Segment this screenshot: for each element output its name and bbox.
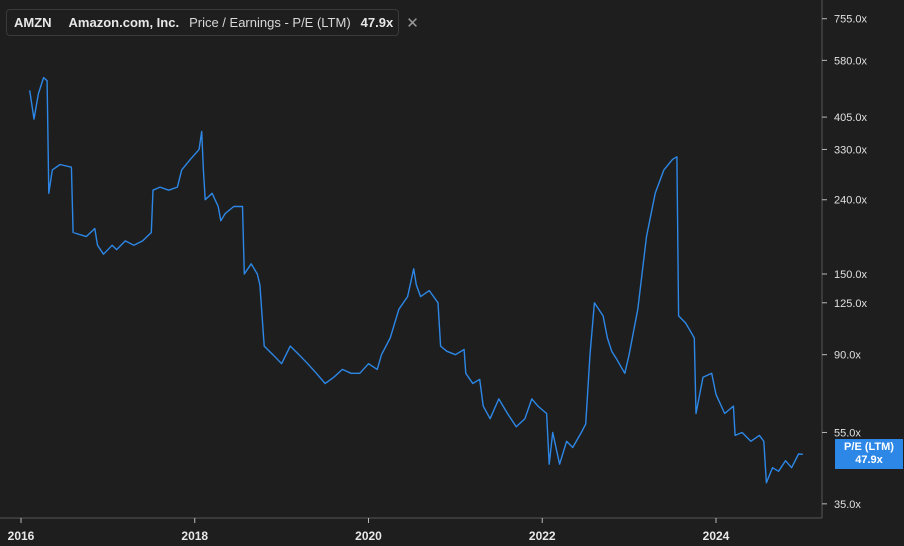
current-value-badge: P/E (LTM) 47.9x xyxy=(835,439,903,470)
badge-value: 47.9x xyxy=(855,454,883,467)
y-tick-label: 330.0x xyxy=(834,144,868,156)
x-tick-label: 2022 xyxy=(529,529,556,543)
y-tick-label: 150.0x xyxy=(834,269,868,281)
legend-company: Amazon.com, Inc. xyxy=(68,15,180,30)
legend-metric: Price / Earnings - P/E (LTM) xyxy=(189,15,351,30)
x-tick-label: 2020 xyxy=(355,529,382,543)
y-tick-label: 125.0x xyxy=(834,298,868,310)
y-tick-label: 35.0x xyxy=(834,499,861,511)
y-tick-label: 55.0x xyxy=(834,427,861,439)
legend-ticker: AMZN xyxy=(14,15,52,30)
y-tick-label: 580.0x xyxy=(834,55,868,67)
x-tick-label: 2024 xyxy=(703,529,730,543)
close-icon[interactable]: ✕ xyxy=(406,14,419,32)
y-tick-label: 240.0x xyxy=(834,195,868,207)
x-tick-label: 2018 xyxy=(181,529,208,543)
badge-label: P/E (LTM) xyxy=(844,441,894,454)
legend-value: 47.9x xyxy=(360,15,394,30)
y-tick-label: 405.0x xyxy=(834,112,868,124)
series-legend: AMZN Amazon.com, Inc. Price / Earnings -… xyxy=(6,9,419,36)
pe-series-line xyxy=(29,76,803,484)
y-tick-label: 90.0x xyxy=(834,350,861,362)
y-tick-label: 755.0x xyxy=(834,14,868,26)
x-tick-label: 2016 xyxy=(8,529,35,543)
